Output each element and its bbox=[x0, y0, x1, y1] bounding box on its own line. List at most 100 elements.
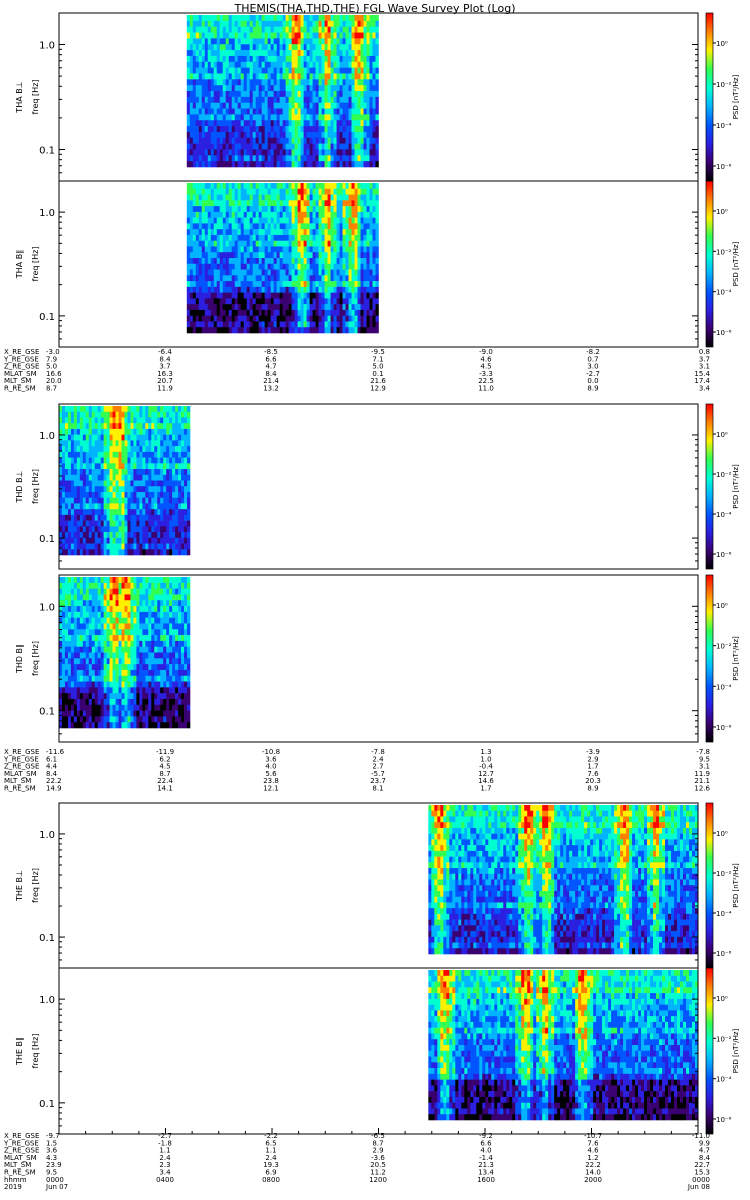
heatmap-cell bbox=[300, 85, 304, 92]
heatmap-cell bbox=[79, 722, 84, 729]
heatmap-cell bbox=[127, 434, 131, 441]
heatmap-cell bbox=[166, 532, 170, 539]
heatmap-cell bbox=[166, 428, 170, 435]
heatmap-cell bbox=[372, 263, 376, 270]
heatmap-cell bbox=[109, 497, 113, 504]
heatmap-cell bbox=[312, 79, 316, 86]
heatmap-cell bbox=[145, 428, 149, 435]
heatmap-cell bbox=[297, 309, 301, 316]
heatmap-cell bbox=[273, 223, 277, 230]
heatmap-cell bbox=[300, 252, 304, 259]
heatmap-cell bbox=[342, 327, 346, 334]
heatmap-cell bbox=[264, 55, 268, 63]
heatmap-cell bbox=[148, 423, 152, 430]
heatmap-cell bbox=[273, 188, 277, 195]
heatmap-cell bbox=[169, 434, 173, 441]
heatmap-cell bbox=[279, 223, 283, 230]
heatmap-cell bbox=[88, 704, 93, 711]
heatmap-cell bbox=[240, 321, 245, 328]
heatmap-cell bbox=[195, 327, 200, 334]
heatmap-cell bbox=[243, 102, 248, 109]
heatmap-cell bbox=[261, 258, 265, 265]
heatmap-cell bbox=[225, 114, 230, 121]
heatmap-cell bbox=[225, 32, 230, 39]
heatmap-cell bbox=[59, 693, 63, 700]
heatmap-cell bbox=[213, 211, 218, 218]
heatmap-cell bbox=[130, 503, 134, 510]
heatmap-cell bbox=[297, 211, 301, 218]
heatmap-cell bbox=[297, 206, 301, 213]
heatmap-cell bbox=[339, 188, 343, 195]
heatmap-cell bbox=[228, 258, 233, 265]
colorbar-label: PSD [nT²/Hz] bbox=[732, 464, 740, 509]
heatmap-cell bbox=[348, 315, 352, 322]
heatmap-cell bbox=[246, 269, 251, 276]
heatmap-cell bbox=[76, 693, 81, 700]
heatmap-cell bbox=[82, 509, 87, 516]
heatmap-cell bbox=[166, 406, 170, 413]
heatmap-cell bbox=[276, 229, 280, 236]
heatmap-cell bbox=[109, 537, 113, 544]
heatmap-cell bbox=[360, 85, 364, 92]
heatmap-cell bbox=[348, 327, 352, 334]
heatmap-cell bbox=[255, 120, 259, 127]
heatmap-cell bbox=[240, 126, 245, 133]
heatmap-cell bbox=[264, 102, 268, 109]
heatmap-cell bbox=[288, 32, 292, 39]
heatmap-cell bbox=[204, 281, 209, 288]
heatmap-cell bbox=[222, 131, 227, 139]
heatmap-cell bbox=[175, 480, 179, 487]
heatmap-cell bbox=[160, 549, 164, 556]
heatmap-cell bbox=[300, 61, 304, 68]
heatmap-cell bbox=[204, 108, 209, 115]
heatmap-cell bbox=[252, 246, 256, 253]
heatmap-cell bbox=[187, 486, 191, 493]
heatmap-cell bbox=[207, 223, 212, 230]
heatmap-cell bbox=[297, 15, 301, 22]
heatmap-cell bbox=[59, 537, 63, 544]
heatmap-cell bbox=[237, 126, 242, 133]
heatmap-cell bbox=[246, 234, 251, 241]
heatmap-cell bbox=[261, 298, 265, 305]
heatmap-cell bbox=[273, 91, 277, 98]
heatmap-cell bbox=[234, 44, 239, 51]
heatmap-cell bbox=[85, 658, 90, 665]
ephemeris-value: 21.4 bbox=[263, 377, 279, 385]
heatmap-cell bbox=[315, 44, 319, 51]
heatmap-cell bbox=[219, 15, 224, 22]
heatmap-cell bbox=[270, 281, 274, 288]
heatmap-cell bbox=[264, 73, 268, 80]
plot-title: THEMIS(THA,THD,THE) FGL Wave Survey Plot… bbox=[233, 2, 515, 15]
heatmap-cell bbox=[246, 15, 251, 22]
heatmap-cell bbox=[273, 292, 277, 299]
heatmap-cell bbox=[67, 417, 72, 424]
heatmap-cell bbox=[261, 223, 265, 230]
heatmap-cell bbox=[94, 646, 99, 653]
heatmap-cell bbox=[175, 486, 179, 493]
heatmap-cell bbox=[357, 223, 361, 230]
heatmap-cell bbox=[198, 149, 203, 156]
heatmap-cell bbox=[186, 315, 191, 322]
heatmap-cell bbox=[234, 263, 239, 270]
heatmap-cell bbox=[115, 451, 119, 458]
heatmap-cell bbox=[282, 126, 286, 133]
heatmap-cell bbox=[375, 188, 379, 195]
heatmap-cell bbox=[360, 91, 364, 98]
heatmap-cell bbox=[109, 446, 113, 453]
heatmap-cell bbox=[112, 417, 116, 424]
heatmap-cell bbox=[243, 120, 248, 127]
heatmap-cell bbox=[309, 240, 313, 247]
heatmap-cell bbox=[61, 675, 66, 682]
heatmap-cell bbox=[59, 588, 63, 595]
heatmap-cell bbox=[306, 217, 310, 224]
heatmap-cell bbox=[303, 240, 307, 247]
heatmap-cell bbox=[207, 217, 212, 224]
heatmap-cell bbox=[151, 417, 155, 424]
heatmap-cell bbox=[285, 96, 289, 103]
heatmap-cell bbox=[198, 304, 203, 311]
heatmap-cell bbox=[207, 327, 212, 334]
heatmap-cell bbox=[333, 304, 337, 311]
heatmap-cell bbox=[100, 469, 104, 476]
heatmap-cell bbox=[204, 229, 209, 236]
heatmap-cell bbox=[285, 108, 289, 115]
